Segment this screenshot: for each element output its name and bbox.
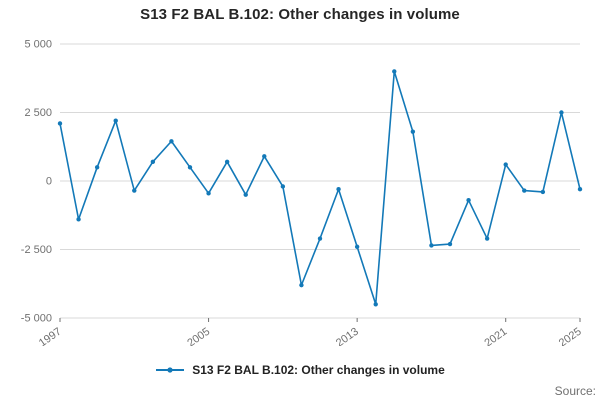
data-point: [132, 188, 137, 193]
legend-line-marker-icon: [156, 367, 185, 373]
data-point: [410, 129, 416, 134]
data-point: [76, 217, 81, 222]
data-point: [484, 236, 490, 241]
data-point: [206, 191, 211, 196]
data-point: [94, 165, 100, 170]
source-label: Source:: [554, 384, 596, 398]
data-point: [187, 165, 193, 170]
data-point: [169, 139, 174, 144]
data-point: [317, 236, 323, 241]
line-chart: 5 000 2 500 0 -2 500 -5 000 1997 2005 2013 2021 2…: [0, 30, 600, 350]
legend-label: S13 F2 BAL B.102: Other changes in volum…: [192, 363, 445, 377]
legend: S13 F2 BAL B.102: Other changes in volum…: [0, 363, 600, 377]
data-point: [354, 244, 360, 249]
y-tick-label: -5 000: [21, 313, 52, 325]
data-point: [392, 69, 397, 74]
data-point: [447, 241, 453, 247]
data-point: [522, 188, 527, 193]
data-point: [503, 162, 508, 167]
data-point: [243, 192, 248, 197]
x-tick-label: 2025: [557, 326, 584, 346]
x-tick-label: 2021: [482, 326, 509, 346]
data-point: [262, 154, 267, 159]
data-point: [336, 187, 341, 192]
data-point: [466, 197, 471, 203]
data-point: [373, 302, 378, 307]
series-line: [59, 70, 581, 306]
data-point: [280, 184, 286, 189]
chart-title: S13 F2 BAL B.102: Other changes in volum…: [140, 6, 460, 23]
x-tick-label: 2005: [185, 326, 212, 346]
y-tick-label: 5 000: [24, 39, 52, 51]
x-tick-label: 1997: [37, 326, 64, 346]
data-point: [429, 243, 434, 248]
data-point: [224, 159, 230, 165]
y-tick-label: -2 500: [21, 244, 52, 256]
x-tick-label: 2013: [334, 326, 361, 346]
data-point: [577, 187, 583, 192]
data-point: [559, 110, 564, 115]
data-point: [57, 121, 63, 126]
y-tick-label: 2 500: [24, 107, 52, 119]
data-point: [113, 118, 118, 123]
y-tick-label: 0: [46, 176, 52, 188]
data-point: [540, 189, 546, 195]
data-point: [299, 282, 304, 288]
data-point: [150, 159, 156, 165]
